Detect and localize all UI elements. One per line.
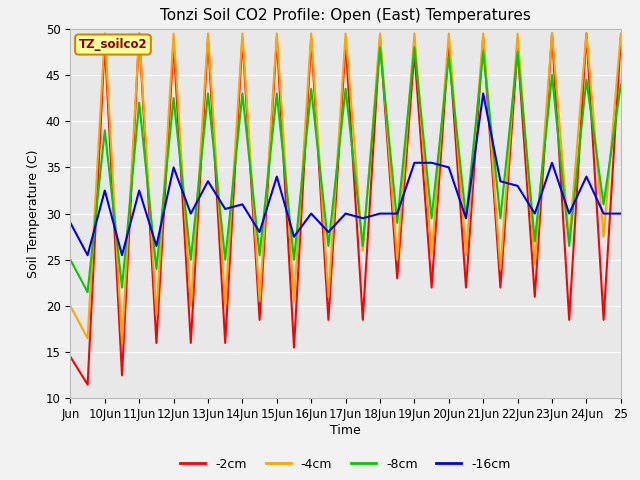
Text: TZ_soilco2: TZ_soilco2 (79, 38, 147, 51)
Y-axis label: Soil Temperature (C): Soil Temperature (C) (28, 149, 40, 278)
Title: Tonzi Soil CO2 Profile: Open (East) Temperatures: Tonzi Soil CO2 Profile: Open (East) Temp… (160, 9, 531, 24)
Legend: -2cm, -4cm, -8cm, -16cm: -2cm, -4cm, -8cm, -16cm (175, 453, 516, 476)
X-axis label: Time: Time (330, 424, 361, 437)
